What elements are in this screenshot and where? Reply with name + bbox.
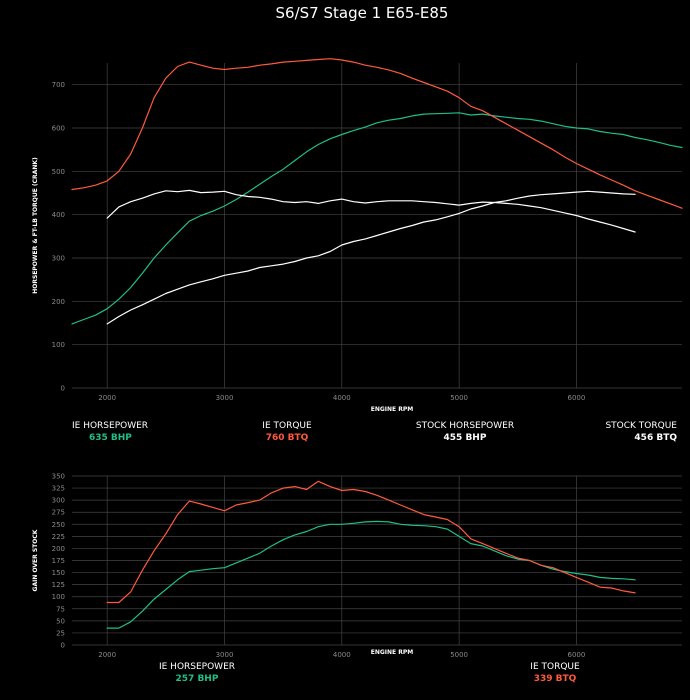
bottom-y-tick-label: 175: [52, 557, 65, 565]
bottom-y-tick-label: 0: [61, 642, 65, 650]
top-legend-value-ie-torque: 760 BTQ: [266, 433, 309, 443]
top-x-tick-label: 3000: [216, 394, 234, 402]
chart-title: S6/S7 Stage 1 E65-E85: [276, 4, 449, 22]
top-y-tick-label: 700: [52, 81, 65, 89]
bottom-legend-value-ie-torque: 339 BTQ: [534, 674, 577, 684]
top-y-tick-label: 300: [52, 255, 65, 263]
bottom-series-ie-horsepower-line: [106, 520, 636, 629]
bottom-x-tick-label: 2000: [98, 651, 116, 659]
top-series-stock-horsepower-line: [106, 190, 636, 325]
bottom-y-tick-label: 200: [52, 545, 65, 553]
bottom-legend-ie-horsepower: IE HORSEPOWER: [159, 662, 235, 672]
bottom-y-tick-label: 275: [52, 509, 65, 517]
top-x-tick-label: 5000: [450, 394, 468, 402]
top-legend-stock-torque: STOCK TORQUE: [605, 421, 677, 431]
bottom-y-tick-label: 50: [56, 617, 65, 625]
top-x-tick-label: 2000: [98, 394, 116, 402]
top-y-tick-label: 600: [52, 125, 65, 133]
top-y-tick-label: 100: [52, 341, 65, 349]
top-series-ie-torque-line: [71, 58, 683, 209]
bottom-y-tick-label: 300: [52, 497, 65, 505]
bottom-y-tick-label: 325: [52, 485, 65, 493]
top-legend-stock-horsepower: STOCK HORSEPOWER: [416, 421, 514, 431]
bottom-legend-value-ie-horsepower: 257 BHP: [176, 674, 219, 684]
bottom-series-ie-torque-line: [106, 480, 636, 604]
bottom-legend-ie-torque: IE TORQUE: [530, 662, 580, 672]
top-chart: 0 100 200 300 400 500 600 700 2000 3000 4000 5000 60…: [32, 58, 683, 443]
top-legend-value-stock-torque: 456 BTQ: [634, 433, 677, 443]
top-y-axis-label: HORSEPOWER & FT-LB TORQUE (CRANK): [32, 157, 39, 294]
top-y-tick-label: 400: [52, 211, 65, 219]
bottom-x-axis-label: ENGINE RPM: [371, 649, 414, 656]
bottom-y-axis-label: GAIN OVER STOCK: [32, 529, 39, 591]
top-x-axis-label: ENGINE RPM: [371, 406, 414, 413]
top-series-stock-torque-line: [106, 189, 636, 233]
bottom-x-tick-label: 3000: [216, 651, 234, 659]
top-series-ie-horsepower-line: [71, 112, 683, 325]
top-legend-value-stock-horsepower: 455 BHP: [444, 433, 487, 443]
top-y-tick-label: 500: [52, 168, 65, 176]
top-y-tick-label: 200: [52, 298, 65, 306]
bottom-y-tick-label: 125: [52, 581, 65, 589]
bottom-x-tick-label: 5000: [450, 651, 468, 659]
top-legend-value-ie-horsepower: 635 BHP: [89, 433, 132, 443]
bottom-x-tick-label: 6000: [568, 651, 586, 659]
bottom-y-tick-label: 100: [52, 593, 65, 601]
top-legend-ie-torque: IE TORQUE: [262, 421, 312, 431]
top-legend-ie-horsepower: IE HORSEPOWER: [72, 421, 148, 431]
bottom-y-tick-label: 225: [52, 533, 65, 541]
bottom-y-tick-label: 150: [52, 569, 65, 577]
bottom-y-tick-label: 25: [56, 629, 65, 637]
bottom-y-tick-label: 250: [52, 521, 65, 529]
top-y-tick-label: 0: [61, 385, 65, 393]
top-x-tick-label: 6000: [568, 394, 586, 402]
bottom-chart: 0 25 50 75 100 125 150 175 200 225 250 275 300 325 350…: [32, 473, 682, 684]
bottom-x-tick-label: 4000: [333, 651, 351, 659]
bottom-y-tick-label: 75: [56, 605, 65, 613]
bottom-y-tick-label: 350: [52, 473, 65, 481]
top-x-tick-label: 4000: [333, 394, 351, 402]
